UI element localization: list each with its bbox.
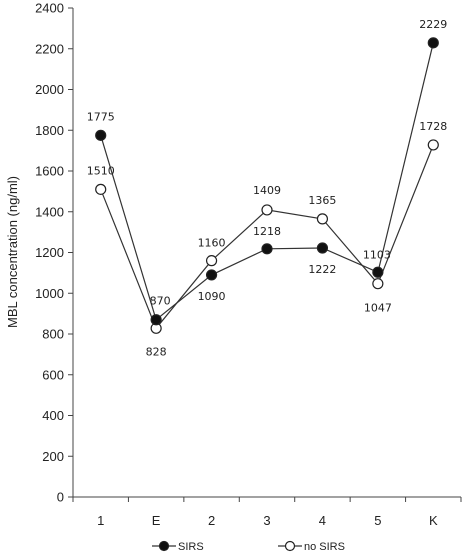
data-point-no-sirs [95,183,107,195]
x-tick-label: 5 [374,513,381,528]
legend: SIRS no SIRS [152,540,345,553]
series-line-sirs [100,42,434,321]
y-axis-title: MBL concentration (ng/ml) [5,176,20,328]
data-point-sirs [261,243,273,255]
data-point-no-sirs [316,213,329,225]
x-tick-label: 3 [263,513,270,528]
data-point-sirs [427,37,439,49]
y-tick-label: 1400 [35,204,64,219]
y-tick-label: 200 [42,449,64,464]
data-point-no-sirs [261,204,273,216]
y-tick-label: 2400 [35,1,64,16]
y-tick-label: 1200 [35,245,64,260]
data-label-sirs: 1103 [363,248,391,261]
data-point-sirs [150,314,162,326]
data-point-no-sirs [427,139,439,151]
y-axis-ticks: 0 200 400 600 800 1000 1200 1400 1600 1800 2000 220… [35,1,73,505]
series-layer [95,37,439,334]
y-tick-label: 2000 [35,82,64,97]
x-tick-label: 4 [319,513,326,528]
data-label-sirs: 870 [150,295,171,308]
y-tick-label: 1600 [35,164,64,179]
x-tick-label: 2 [208,513,215,528]
y-tick-label: 1000 [35,286,64,301]
data-label-no-sirs: 1160 [198,237,226,250]
y-tick-label: 2200 [35,41,64,56]
data-label-no-sirs: 1365 [308,194,336,207]
legend-label-sirs: SIRS [178,541,204,553]
y-tick-label: 0 [57,490,64,505]
legend-marker-sirs [158,540,170,552]
data-point-sirs [372,266,384,278]
y-tick-label: 1800 [35,123,64,138]
data-label-sirs: 2229 [419,18,447,31]
data-label-sirs: 1090 [198,290,226,303]
data-label-no-sirs: 1409 [253,184,281,197]
data-labels: 1775 870 1090 1218 1222 1103 2229 1510 828 1160 14… [87,18,448,358]
data-label-sirs: 1218 [253,225,281,238]
legend-marker-no-sirs [284,540,296,552]
data-label-sirs: 1775 [87,110,115,123]
data-label-no-sirs: 1047 [364,302,392,315]
data-label-no-sirs: 1510 [87,164,115,177]
legend-label-no-sirs: no SIRS [304,541,345,553]
x-tick-label: E [152,513,161,528]
data-label-no-sirs: 828 [146,345,167,358]
y-tick-label: 600 [42,367,64,382]
data-label-sirs: 1222 [308,263,336,276]
data-point-no-sirs [372,278,384,290]
x-tick-label: K [429,513,438,528]
data-label-no-sirs: 1728 [419,120,447,133]
data-point-no-sirs [205,255,218,267]
x-axis-ticks: 1 E 2 3 4 5 K [72,497,462,528]
y-tick-label: 400 [42,408,64,423]
data-point-sirs [205,269,218,281]
data-point-sirs [95,129,107,141]
y-tick-label: 800 [42,327,64,342]
data-point-sirs [316,242,329,254]
x-tick-label: 1 [97,513,104,528]
